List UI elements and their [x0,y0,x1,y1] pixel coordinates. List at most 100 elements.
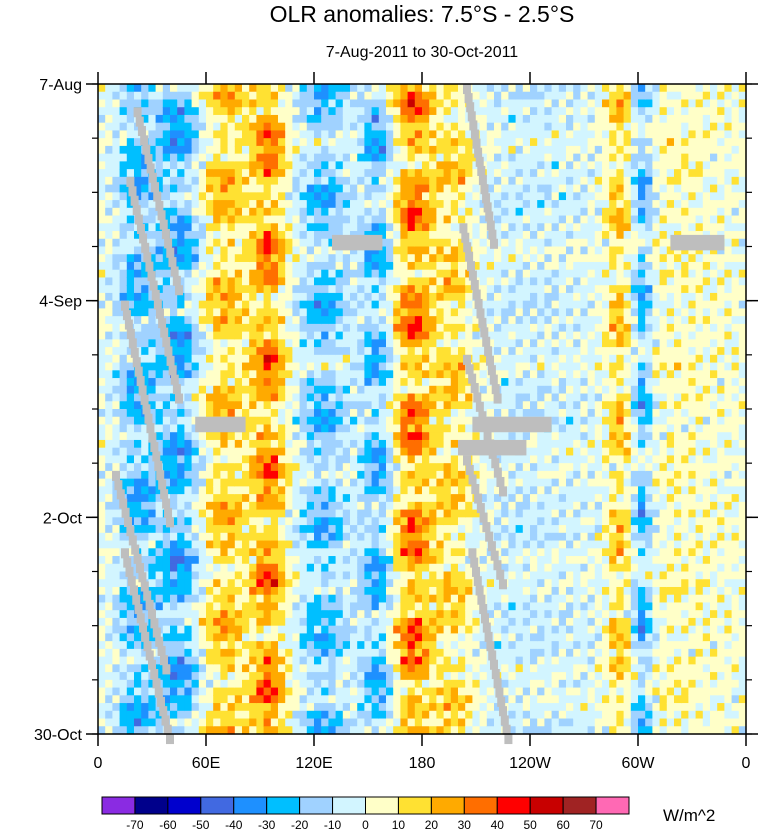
heatmap-cell [263,586,272,596]
heatmap-cell [112,130,121,139]
heatmap-cell [98,223,106,232]
heatmap-cell [400,269,409,279]
heatmap-cell [515,393,524,402]
heatmap-cell [170,432,178,441]
heatmap-cell [386,138,394,147]
heatmap-cell [458,169,466,178]
heatmap-cell [393,409,401,418]
heatmap-cell [206,478,214,487]
heatmap-cell [342,285,351,294]
heatmap-cell [242,176,250,186]
heatmap-cell [314,532,322,542]
heatmap-cell [364,246,373,255]
heatmap-cell [278,223,286,232]
heatmap-cell [234,494,243,503]
heatmap-cell [443,161,452,170]
heatmap-cell [314,339,322,348]
heatmap-cell [436,432,445,441]
heatmap-cell [285,563,293,573]
heatmap-cell [414,447,423,457]
heatmap-cell [436,517,445,526]
heatmap-cell [486,718,495,727]
heatmap-cell [285,84,293,93]
heatmap-cell [306,726,315,735]
heatmap-cell [105,548,113,557]
heatmap-cell [98,726,106,735]
heatmap-cell [270,548,279,557]
heatmap-cell [364,401,373,410]
heatmap-cell [314,641,322,650]
heatmap-cell [126,378,135,387]
heatmap-cell [443,409,452,418]
heatmap-cell [357,254,365,263]
heatmap-cell [422,261,430,271]
heatmap-cell [357,416,365,426]
heatmap-cell [314,679,322,689]
heatmap-cell [206,91,214,101]
heatmap-cell [328,292,337,302]
heatmap-cell [335,648,344,658]
heatmap-cell [515,99,524,108]
heatmap-cell [278,718,286,727]
heatmap-cell [450,525,459,534]
heatmap-cell [184,215,193,224]
heatmap-cell [443,107,452,116]
heatmap-cell [321,486,329,495]
heatmap-cell [328,610,337,619]
heatmap-cell [155,362,164,371]
heatmap-cell [306,509,315,518]
heatmap-cell [270,254,279,263]
heatmap-cell [350,610,358,619]
heatmap-cell [177,246,185,255]
heatmap-cell [234,269,243,279]
heatmap-cell [508,215,517,224]
heatmap-cell [515,207,524,217]
heatmap-cell [270,393,279,402]
heatmap-cell [364,517,373,526]
heatmap-cell [242,254,250,263]
heatmap-cell [184,323,193,333]
heatmap-cell [162,176,171,186]
heatmap-cell [206,625,214,635]
heatmap-cell [501,231,509,240]
heatmap-cell [213,215,221,224]
heatmap-cell [263,331,272,340]
heatmap-cell [508,556,517,565]
heatmap-cell [98,323,106,333]
heatmap-cell [285,354,293,364]
heatmap-cell [292,300,301,310]
heatmap-cell [522,130,531,139]
heatmap-cell [414,277,423,286]
heatmap-cell [357,447,365,457]
heatmap-cell [292,455,301,464]
heatmap-cell [206,393,214,402]
heatmap-cell [501,145,509,155]
heatmap-cell [328,114,337,124]
heatmap-cell [342,478,351,487]
heatmap-cell [98,401,106,410]
heatmap-cell [414,331,423,340]
heatmap-cell [450,625,459,635]
heatmap-cell [198,207,207,217]
heatmap-cell [234,385,243,395]
heatmap-cell [112,354,121,364]
heatmap-cell [112,447,121,457]
heatmap-cell [263,292,272,302]
heatmap-cell [177,153,185,162]
heatmap-cell [422,223,430,232]
heatmap-cell [378,718,387,727]
heatmap-cell [429,378,437,387]
heatmap-cell [508,238,517,248]
heatmap-cell [393,548,401,557]
heatmap-cell [386,385,394,395]
heatmap-cell [400,153,409,162]
heatmap-cell [328,486,337,495]
heatmap-cell [177,223,185,232]
heatmap-cell [414,703,423,712]
heatmap-cell [242,285,250,294]
heatmap-cell [335,130,344,139]
heatmap-cell [386,718,394,727]
heatmap-cell [414,84,423,93]
heatmap-cell [364,672,373,681]
heatmap-cell [213,223,221,232]
